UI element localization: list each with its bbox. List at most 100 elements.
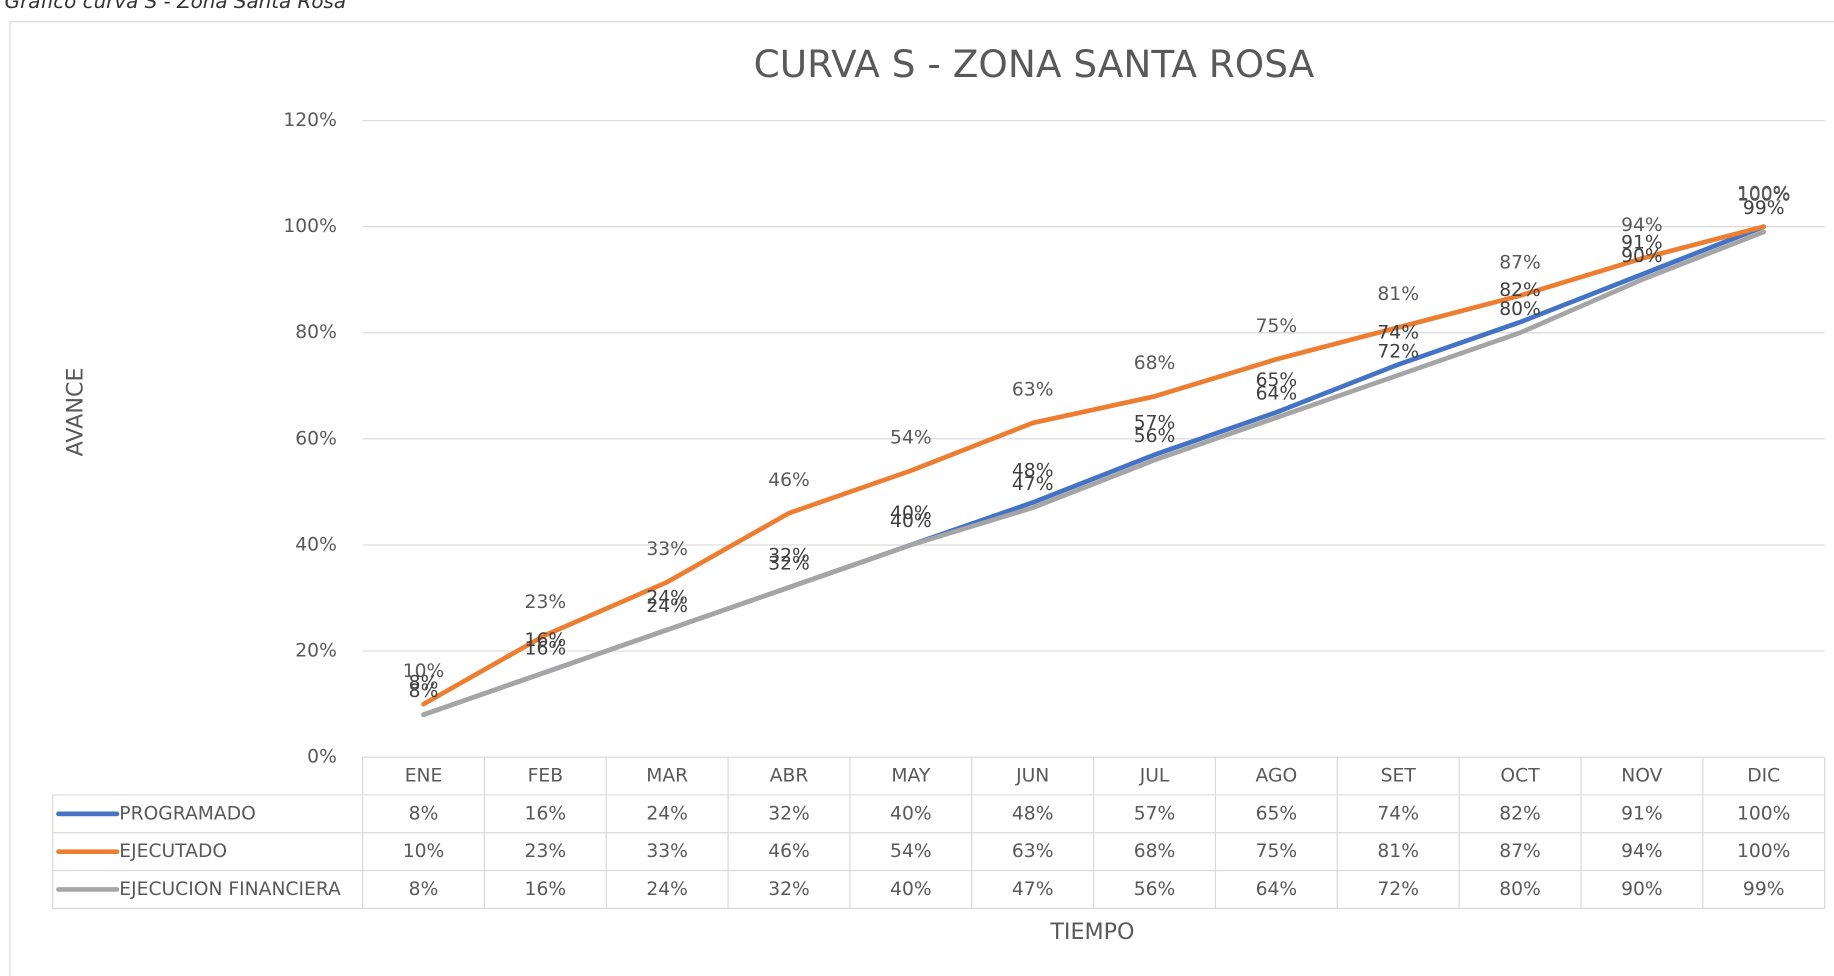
table-cell: 87% [1499, 841, 1541, 862]
legend-label: EJECUCION FINANCIERA [119, 879, 341, 900]
table-cell: 10% [403, 841, 445, 862]
table-cell: 56% [1134, 879, 1176, 900]
table-cell: 65% [1256, 803, 1298, 824]
table-cell: 81% [1377, 841, 1419, 862]
data-label: 40% [890, 503, 932, 524]
data-label: 94% [1621, 215, 1663, 236]
table-cell: 32% [768, 879, 810, 900]
data-label: 57% [1134, 413, 1176, 434]
data-label: 75% [1256, 316, 1298, 337]
y-tick-label: 60% [295, 428, 337, 449]
data-label: 32% [768, 553, 810, 574]
table-cell: 74% [1377, 803, 1419, 824]
y-tick-label: 100% [283, 216, 336, 237]
series-line [421, 224, 1767, 718]
table-cell: 68% [1134, 841, 1176, 862]
table-cell: 63% [1012, 841, 1054, 862]
table-cell: 72% [1377, 879, 1419, 900]
x-tick-label: ABR [770, 766, 809, 787]
table-cell: 40% [890, 803, 932, 824]
table-cell: 23% [525, 841, 567, 862]
table-cell: 24% [646, 803, 688, 824]
data-label: 65% [1256, 370, 1298, 391]
table-cell: 48% [1012, 803, 1054, 824]
series-line [421, 229, 1767, 718]
table-cell: 46% [768, 841, 810, 862]
data-label: 24% [646, 588, 688, 609]
data-label: 82% [1499, 280, 1541, 301]
chart-border [9, 21, 1834, 976]
data-label: 99% [1743, 198, 1785, 219]
y-tick-label: 0% [307, 747, 337, 768]
data-label: 10% [403, 661, 445, 682]
data-label: 23% [525, 592, 567, 613]
table-cell: 64% [1256, 879, 1298, 900]
data-label: 100% [1737, 185, 1790, 206]
data-label: 16% [525, 630, 567, 651]
table-cell: 24% [646, 879, 688, 900]
table-cell: 75% [1256, 841, 1298, 862]
data-label: 80% [1499, 299, 1541, 320]
table-cell: 16% [525, 879, 567, 900]
table-cell: 57% [1134, 803, 1176, 824]
data-label: 46% [768, 470, 810, 491]
data-label: 64% [1256, 384, 1298, 405]
table-cell: 91% [1621, 803, 1663, 824]
table-cell: 16% [525, 803, 567, 824]
y-tick-label: 40% [295, 534, 337, 555]
x-tick-label: JUN [1015, 766, 1049, 787]
data-label: 100% [1737, 183, 1790, 204]
table-cell: 33% [646, 841, 688, 862]
table-cell: 100% [1737, 841, 1790, 862]
x-tick-label: OCT [1500, 766, 1540, 787]
data-label: 68% [1134, 353, 1176, 374]
caption: Gráfico curva S - Zona Santa Rosa [5, 0, 346, 13]
x-tick-label: MAR [646, 766, 688, 787]
table-cell: 90% [1621, 879, 1663, 900]
data-label: 48% [1012, 460, 1054, 481]
data-label: 56% [1134, 426, 1176, 447]
x-tick-label: MAY [891, 766, 930, 787]
x-tick-label: JUL [1139, 766, 1170, 787]
data-label: 8% [409, 673, 439, 694]
table-cell: 8% [409, 879, 439, 900]
table-cell: 82% [1499, 803, 1541, 824]
data-label: 33% [646, 539, 688, 560]
x-tick-label: AGO [1256, 766, 1298, 787]
x-tick-label: NOV [1621, 766, 1662, 787]
y-axis-label: AVANCE [63, 367, 89, 456]
x-tick-label: DIC [1747, 766, 1780, 787]
data-label: 8% [409, 681, 439, 702]
x-tick-label: ENE [405, 766, 443, 787]
table-cell: 80% [1499, 879, 1541, 900]
y-tick-label: 120% [283, 110, 336, 131]
data-label: 54% [890, 427, 932, 448]
y-tick-label: 80% [295, 322, 337, 343]
data-label: 47% [1012, 474, 1054, 495]
data-label: 91% [1621, 232, 1663, 253]
data-label: 90% [1621, 246, 1663, 267]
legend-label: EJECUTADO [119, 841, 227, 862]
data-label: 24% [646, 596, 688, 617]
series-line [421, 224, 1767, 707]
table-cell: 32% [768, 803, 810, 824]
table-cell: 40% [890, 879, 932, 900]
table-cell: 54% [890, 841, 932, 862]
table-cell: 99% [1743, 879, 1785, 900]
data-label: 74% [1377, 322, 1419, 343]
data-label: 63% [1012, 380, 1054, 401]
x-tick-label: FEB [528, 766, 563, 787]
data-label: 32% [768, 545, 810, 566]
x-tick-label: SET [1381, 766, 1417, 787]
table-cell: 8% [409, 803, 439, 824]
y-tick-label: 20% [295, 641, 337, 662]
table-cell: 94% [1621, 841, 1663, 862]
table-cell: 100% [1737, 803, 1790, 824]
table-cell: 47% [1012, 879, 1054, 900]
data-label: 40% [890, 511, 932, 532]
data-label: 81% [1377, 284, 1419, 305]
x-axis-label: TIEMPO [1049, 919, 1134, 945]
data-label: 87% [1499, 252, 1541, 273]
data-label: 72% [1377, 341, 1419, 362]
